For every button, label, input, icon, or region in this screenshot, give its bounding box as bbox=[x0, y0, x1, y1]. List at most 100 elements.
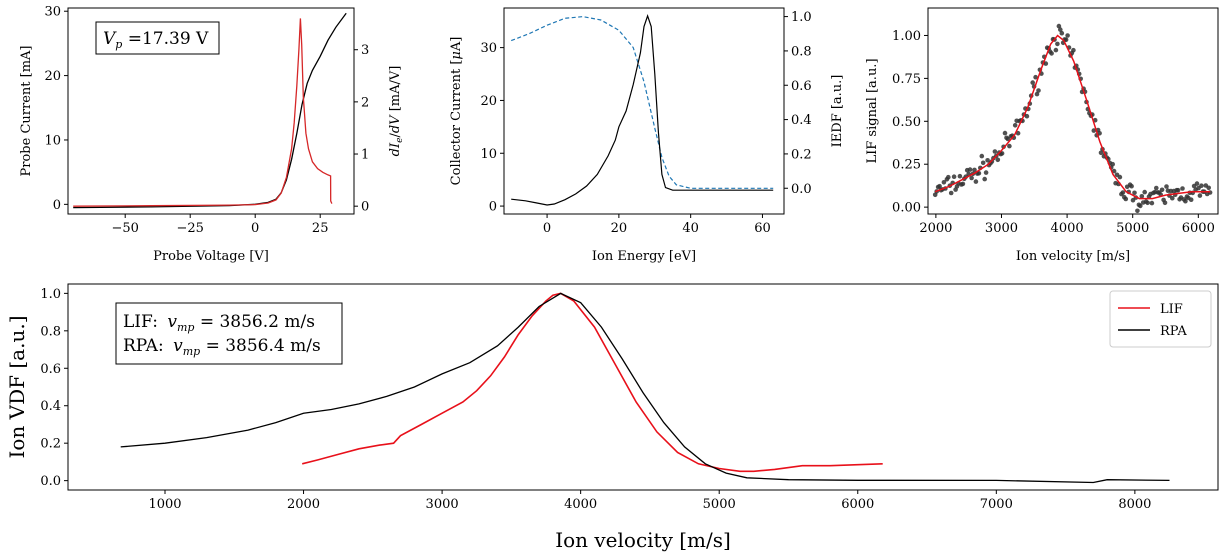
y-tick-label: 0.75 bbox=[892, 72, 921, 87]
lif-data-point bbox=[1059, 30, 1065, 36]
y-tick-label: 0.8 bbox=[40, 324, 61, 339]
lif-data-point bbox=[1139, 194, 1145, 199]
lif-data-point bbox=[1065, 33, 1070, 38]
lif-data-point bbox=[1164, 184, 1169, 189]
lif-data-point bbox=[1002, 130, 1008, 136]
lif-data-point bbox=[967, 167, 973, 172]
y-tick-label: 20 bbox=[44, 69, 61, 84]
lif-data-point bbox=[1063, 37, 1069, 43]
y2-tick-label: 1 bbox=[361, 148, 369, 163]
lif-data-point bbox=[1098, 150, 1104, 156]
x-tick-label: 6000 bbox=[841, 497, 874, 512]
lif-data-point bbox=[937, 183, 942, 189]
lif-data-point bbox=[1071, 47, 1076, 53]
rpa-vdf-line bbox=[120, 292, 1170, 484]
lif-data-point bbox=[1120, 190, 1126, 195]
lif-data-point bbox=[1162, 200, 1168, 206]
lif-data-point bbox=[1154, 185, 1159, 191]
y2-tick-label: 0.6 bbox=[791, 79, 812, 94]
vp-symbol: V bbox=[103, 29, 117, 49]
lif-data-point bbox=[1188, 197, 1194, 202]
probe-iv-chart: −50 −25 0 25 0 10 20 30 0 1 2 3 Probe Voltage [V] Pro… bbox=[19, 5, 405, 264]
vmp-symbol: v bbox=[167, 312, 177, 332]
y-tick-label: 0.0 bbox=[40, 474, 61, 489]
lif-data-point bbox=[1117, 174, 1123, 180]
vmp-label: RPA: bbox=[123, 336, 169, 356]
lif-data-point bbox=[1015, 130, 1021, 136]
axes-frame bbox=[927, 7, 1219, 215]
lif-data-point bbox=[1199, 183, 1204, 188]
lif-data-point bbox=[1036, 88, 1041, 93]
lif-data-point bbox=[1043, 61, 1049, 66]
lif-data-point bbox=[1197, 193, 1203, 198]
vp-value: =17.39 V bbox=[122, 29, 209, 49]
vmp-annotation-line: LIF: vmp = 3856.2 m/s bbox=[123, 312, 315, 334]
lif-data-point bbox=[1033, 74, 1038, 80]
y2-tick-label: 0.4 bbox=[791, 113, 812, 128]
axes-frame bbox=[67, 283, 1219, 491]
lif-data-point bbox=[1049, 51, 1054, 56]
y2-part: [mA/V] bbox=[388, 66, 403, 116]
y-tick-label: 0.6 bbox=[40, 362, 61, 377]
y-axis-label: LIF signal [a.u.] bbox=[865, 58, 880, 163]
y2-axis-label: dIe/dV [mA/V] bbox=[388, 66, 405, 157]
x-tick-label: 2000 bbox=[287, 497, 320, 512]
x-tick-label: 4000 bbox=[564, 497, 597, 512]
legend-label-rpa: RPA bbox=[1160, 324, 1187, 339]
x-tick-label: −25 bbox=[176, 221, 203, 236]
lif-data-point bbox=[948, 190, 954, 196]
y-tick-label: 30 bbox=[44, 5, 61, 20]
lif-data-point bbox=[1194, 181, 1200, 186]
y-tick-label: 0.4 bbox=[40, 399, 61, 414]
y2-part: / bbox=[388, 133, 403, 138]
lif-data-point bbox=[1007, 143, 1012, 149]
lif-fit-line bbox=[934, 34, 1211, 200]
lif-data-point bbox=[960, 181, 966, 187]
y2-part: d bbox=[388, 125, 403, 133]
y-tick-label: 0.00 bbox=[892, 201, 921, 216]
vmp-subscript: mp bbox=[177, 321, 194, 334]
x-tick-label: 2000 bbox=[919, 221, 952, 236]
lif-data-point bbox=[1149, 200, 1155, 206]
lif-data-point bbox=[1132, 190, 1137, 196]
lif-data-point bbox=[1024, 113, 1030, 119]
x-tick-label: 7000 bbox=[980, 497, 1013, 512]
lif-data-point bbox=[1170, 195, 1175, 201]
x-tick-label: 3000 bbox=[426, 497, 459, 512]
x-tick-label: 6000 bbox=[1182, 221, 1215, 236]
vmp-symbol: v bbox=[173, 336, 183, 356]
x-axis-label: Ion velocity [m/s] bbox=[555, 528, 731, 552]
y2-part: V bbox=[388, 114, 403, 125]
x-tick-label: 40 bbox=[682, 221, 699, 236]
y2-tick-label: 0.0 bbox=[791, 182, 812, 197]
lif-data-point bbox=[1012, 123, 1018, 128]
y2-tick-label: 0 bbox=[361, 200, 369, 215]
y-tick-label: 20 bbox=[480, 94, 497, 109]
lif-data-point bbox=[946, 174, 951, 180]
lif-data-point bbox=[1159, 187, 1165, 193]
lif-data-point bbox=[1123, 196, 1129, 202]
annotation-box bbox=[95, 21, 220, 55]
x-tick-label: −50 bbox=[111, 221, 138, 236]
lif-data-point bbox=[1142, 189, 1147, 195]
x-tick-label: 20 bbox=[611, 221, 628, 236]
y2-tick-label: 1.0 bbox=[791, 10, 812, 25]
lif-data-point bbox=[1110, 161, 1115, 167]
vmp-subscript: mp bbox=[183, 345, 200, 358]
lif-data-point bbox=[976, 171, 982, 176]
rpa-iedf-chart: 0 20 40 60 0 10 20 30 0.0 0.2 0.4 0.6 0.8 1.0 Ion Ener… bbox=[449, 7, 845, 264]
y-axis-label: Collector Current [μA] bbox=[449, 37, 464, 186]
lif-data-point bbox=[1055, 41, 1060, 47]
y2-tick-label: 3 bbox=[361, 43, 369, 58]
iedf-line bbox=[510, 15, 774, 189]
lif-data-point bbox=[951, 174, 957, 179]
lif-data-point bbox=[982, 176, 987, 182]
lif-data-point bbox=[983, 170, 989, 175]
lif-data-point bbox=[1206, 185, 1211, 191]
vmp-label: LIF: bbox=[123, 312, 163, 332]
x-tick-label: 5000 bbox=[703, 497, 736, 512]
y-part: A] bbox=[449, 37, 464, 52]
lif-data-point bbox=[972, 167, 977, 173]
x-tick-label: 8000 bbox=[1118, 497, 1151, 512]
y-tick-label: 10 bbox=[44, 133, 61, 148]
